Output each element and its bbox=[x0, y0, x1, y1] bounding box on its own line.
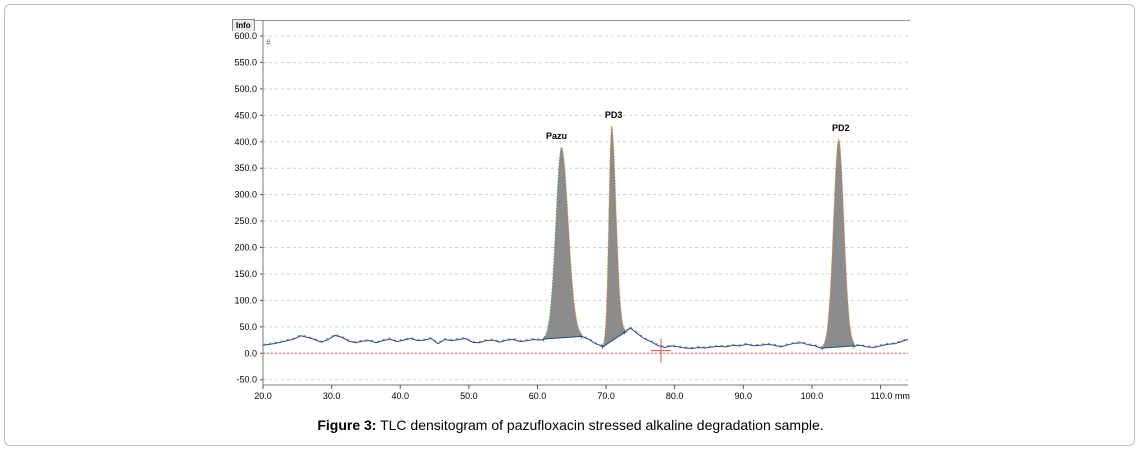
baseline-trace-overlay bbox=[262, 326, 909, 349]
plot-top-border bbox=[253, 20, 910, 21]
caption-text: TLC densitogram of pazufloxacin stressed… bbox=[376, 417, 824, 433]
y-tick-label: 500.0 bbox=[234, 84, 257, 94]
peak-fall-edge bbox=[561, 147, 583, 335]
y-tick-label: 200.0 bbox=[234, 243, 257, 253]
label-layer: # Pazu PD3 PD2 bbox=[266, 38, 849, 363]
caption-label: Figure 3: bbox=[317, 417, 377, 433]
y-tick-label: 550.0 bbox=[234, 57, 257, 67]
peak-label: Pazu bbox=[546, 131, 567, 141]
peak-area bbox=[603, 126, 626, 347]
y-tick-label: 300.0 bbox=[234, 190, 257, 200]
trace-layer bbox=[262, 326, 909, 350]
axis-layer: -50.0 0.0 50.0 100.0 150.0 200.0 250.0 300.0 350… bbox=[234, 20, 910, 401]
x-tick-label: 20.0 bbox=[254, 391, 272, 401]
y-tick-label: 350.0 bbox=[234, 163, 257, 173]
y-tick-label: 600.0 bbox=[234, 31, 257, 41]
peak-rise-edge bbox=[822, 138, 840, 346]
x-tick-label: 60.0 bbox=[529, 391, 547, 401]
grid-layer bbox=[263, 35, 908, 381]
channel-marker: # bbox=[266, 38, 271, 47]
figure-caption: Figure 3: TLC densitogram of pazufloxaci… bbox=[0, 417, 1141, 433]
peak-label: PD2 bbox=[832, 123, 850, 133]
y-tick-label: 50.0 bbox=[239, 322, 257, 332]
y-tick-label: 400.0 bbox=[234, 137, 257, 147]
x-tick-label: 90.0 bbox=[735, 391, 753, 401]
x-tick-label: 100.0 bbox=[801, 391, 824, 401]
x-tick-label: 30.0 bbox=[323, 391, 341, 401]
peak-fall-edge bbox=[611, 125, 626, 331]
x-tick-label: 40.0 bbox=[391, 391, 409, 401]
x-tick-label: 80.0 bbox=[666, 391, 684, 401]
y-tick-label: 450.0 bbox=[234, 110, 257, 120]
figure-frame bbox=[4, 4, 1135, 446]
x-tick-label: 70.0 bbox=[597, 391, 615, 401]
peak-label: PD3 bbox=[605, 110, 623, 120]
info-tab[interactable]: Info bbox=[232, 19, 255, 31]
peak-rise-edge bbox=[543, 146, 562, 338]
peak-area bbox=[822, 139, 855, 348]
y-tick-label: -50.0 bbox=[236, 375, 257, 385]
y-tick-label: 250.0 bbox=[234, 216, 257, 226]
peak-layer: + ++++ + bbox=[541, 125, 856, 353]
y-tick-label: 0.0 bbox=[244, 348, 257, 358]
peak-boundary-marker: + bbox=[820, 344, 825, 353]
baseline-trace bbox=[262, 327, 909, 350]
peak-boundary-marker: + bbox=[600, 342, 605, 351]
peak-fall-edge bbox=[838, 138, 855, 344]
y-tick-label: 100.0 bbox=[234, 295, 257, 305]
y-tick-label: 150.0 bbox=[234, 269, 257, 279]
x-tick-label: 50.0 bbox=[460, 391, 478, 401]
x-tick-label: 110.0 mm bbox=[871, 391, 910, 401]
